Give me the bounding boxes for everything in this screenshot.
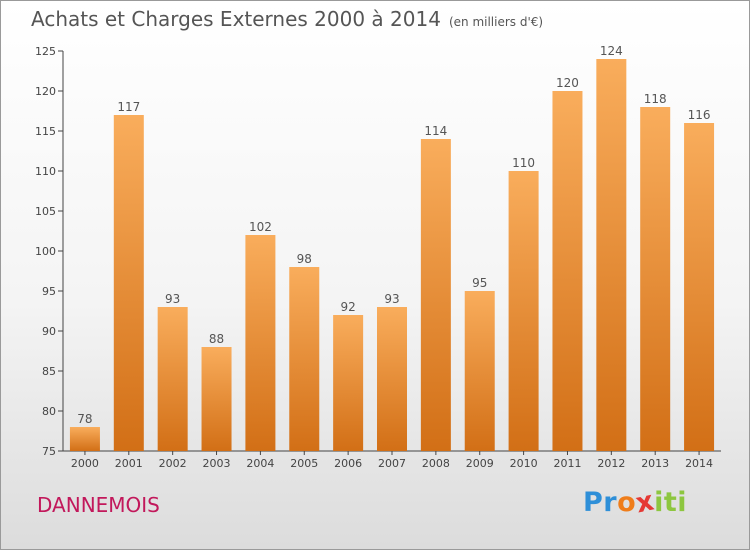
x-tick-label: 2007 bbox=[378, 457, 406, 470]
bar bbox=[69, 427, 100, 451]
x-tick-label: 2002 bbox=[159, 457, 187, 470]
bar bbox=[113, 115, 144, 451]
chart-axes: 75 80 85 90 95 100 105 110 115 120 125 2000 2001 2002… bbox=[35, 45, 721, 470]
x-tick-label: 2004 bbox=[246, 457, 274, 470]
y-tick-label: 105 bbox=[35, 205, 56, 218]
y-tick-label: 110 bbox=[35, 165, 56, 178]
y-tick-label: 85 bbox=[42, 365, 56, 378]
chart-subtitle: (en milliers d'€) bbox=[448, 15, 544, 29]
data-label: 117 bbox=[117, 100, 140, 114]
x-tick-label: 2010 bbox=[510, 457, 538, 470]
y-tick-label: 100 bbox=[35, 245, 56, 258]
bar bbox=[420, 139, 451, 451]
y-tick-label: 115 bbox=[35, 125, 56, 138]
data-label: 88 bbox=[209, 332, 224, 346]
bar bbox=[508, 171, 539, 451]
bar bbox=[157, 307, 188, 451]
logo-letter: P bbox=[583, 487, 604, 518]
bar bbox=[640, 107, 671, 451]
logo-letter: r bbox=[603, 487, 618, 518]
data-label: 93 bbox=[165, 292, 180, 306]
data-label: 116 bbox=[688, 108, 711, 122]
bar bbox=[377, 307, 407, 451]
x-tick-label: 2008 bbox=[422, 457, 450, 470]
data-label: 98 bbox=[297, 252, 312, 266]
x-tick-label: 2012 bbox=[597, 457, 625, 470]
y-tick-label: 120 bbox=[35, 85, 56, 98]
x-tick-label: 2000 bbox=[71, 457, 99, 470]
chart-title: Achats et Charges Externes 2000 à 2014 (e… bbox=[31, 7, 543, 31]
x-tick-label: 2011 bbox=[553, 457, 581, 470]
chart-data-labels: 78 117 93 88 102 98 92 93 114 95 110 120 124 118 116 bbox=[77, 44, 710, 426]
data-label: 118 bbox=[644, 92, 667, 106]
x-tick-label: 2013 bbox=[641, 457, 669, 470]
y-tick-label: 125 bbox=[35, 45, 56, 58]
bar bbox=[245, 235, 276, 451]
bar bbox=[201, 347, 232, 451]
bar bbox=[464, 291, 495, 451]
x-tick-label: 2005 bbox=[290, 457, 318, 470]
data-label: 120 bbox=[556, 76, 579, 90]
logo-letter: i bbox=[677, 487, 688, 518]
x-tick-label: 2001 bbox=[115, 457, 143, 470]
data-label: 114 bbox=[424, 124, 447, 138]
data-label: 110 bbox=[512, 156, 535, 170]
data-label: 93 bbox=[384, 292, 399, 306]
data-label: 124 bbox=[600, 44, 623, 58]
x-tick-label: 2006 bbox=[334, 457, 362, 470]
bar bbox=[552, 91, 583, 451]
x-tick-label: 2009 bbox=[466, 457, 494, 470]
place-name: DANNEMOIS bbox=[37, 493, 160, 517]
y-tick-label: 80 bbox=[42, 405, 56, 418]
data-label: 102 bbox=[249, 220, 272, 234]
x-tick-label: 2003 bbox=[203, 457, 231, 470]
bar bbox=[289, 267, 320, 451]
bar bbox=[596, 59, 627, 451]
chart-title-text: Achats et Charges Externes 2000 à 2014 bbox=[31, 7, 441, 31]
proxiti-logo: Proxiti bbox=[583, 485, 688, 519]
bar bbox=[333, 315, 364, 451]
data-label: 78 bbox=[77, 412, 92, 426]
bar bbox=[684, 123, 715, 451]
x-tick-label: 2014 bbox=[685, 457, 713, 470]
y-tick-label: 75 bbox=[42, 445, 56, 458]
logo-letter: o bbox=[617, 487, 637, 518]
y-tick-label: 90 bbox=[42, 325, 56, 338]
data-label: 92 bbox=[340, 300, 355, 314]
y-tick-label: 95 bbox=[42, 285, 56, 298]
logo-letter: t bbox=[663, 487, 678, 518]
logo-letter: i bbox=[654, 487, 664, 518]
data-label: 95 bbox=[472, 276, 487, 290]
chart-bars bbox=[69, 59, 715, 451]
